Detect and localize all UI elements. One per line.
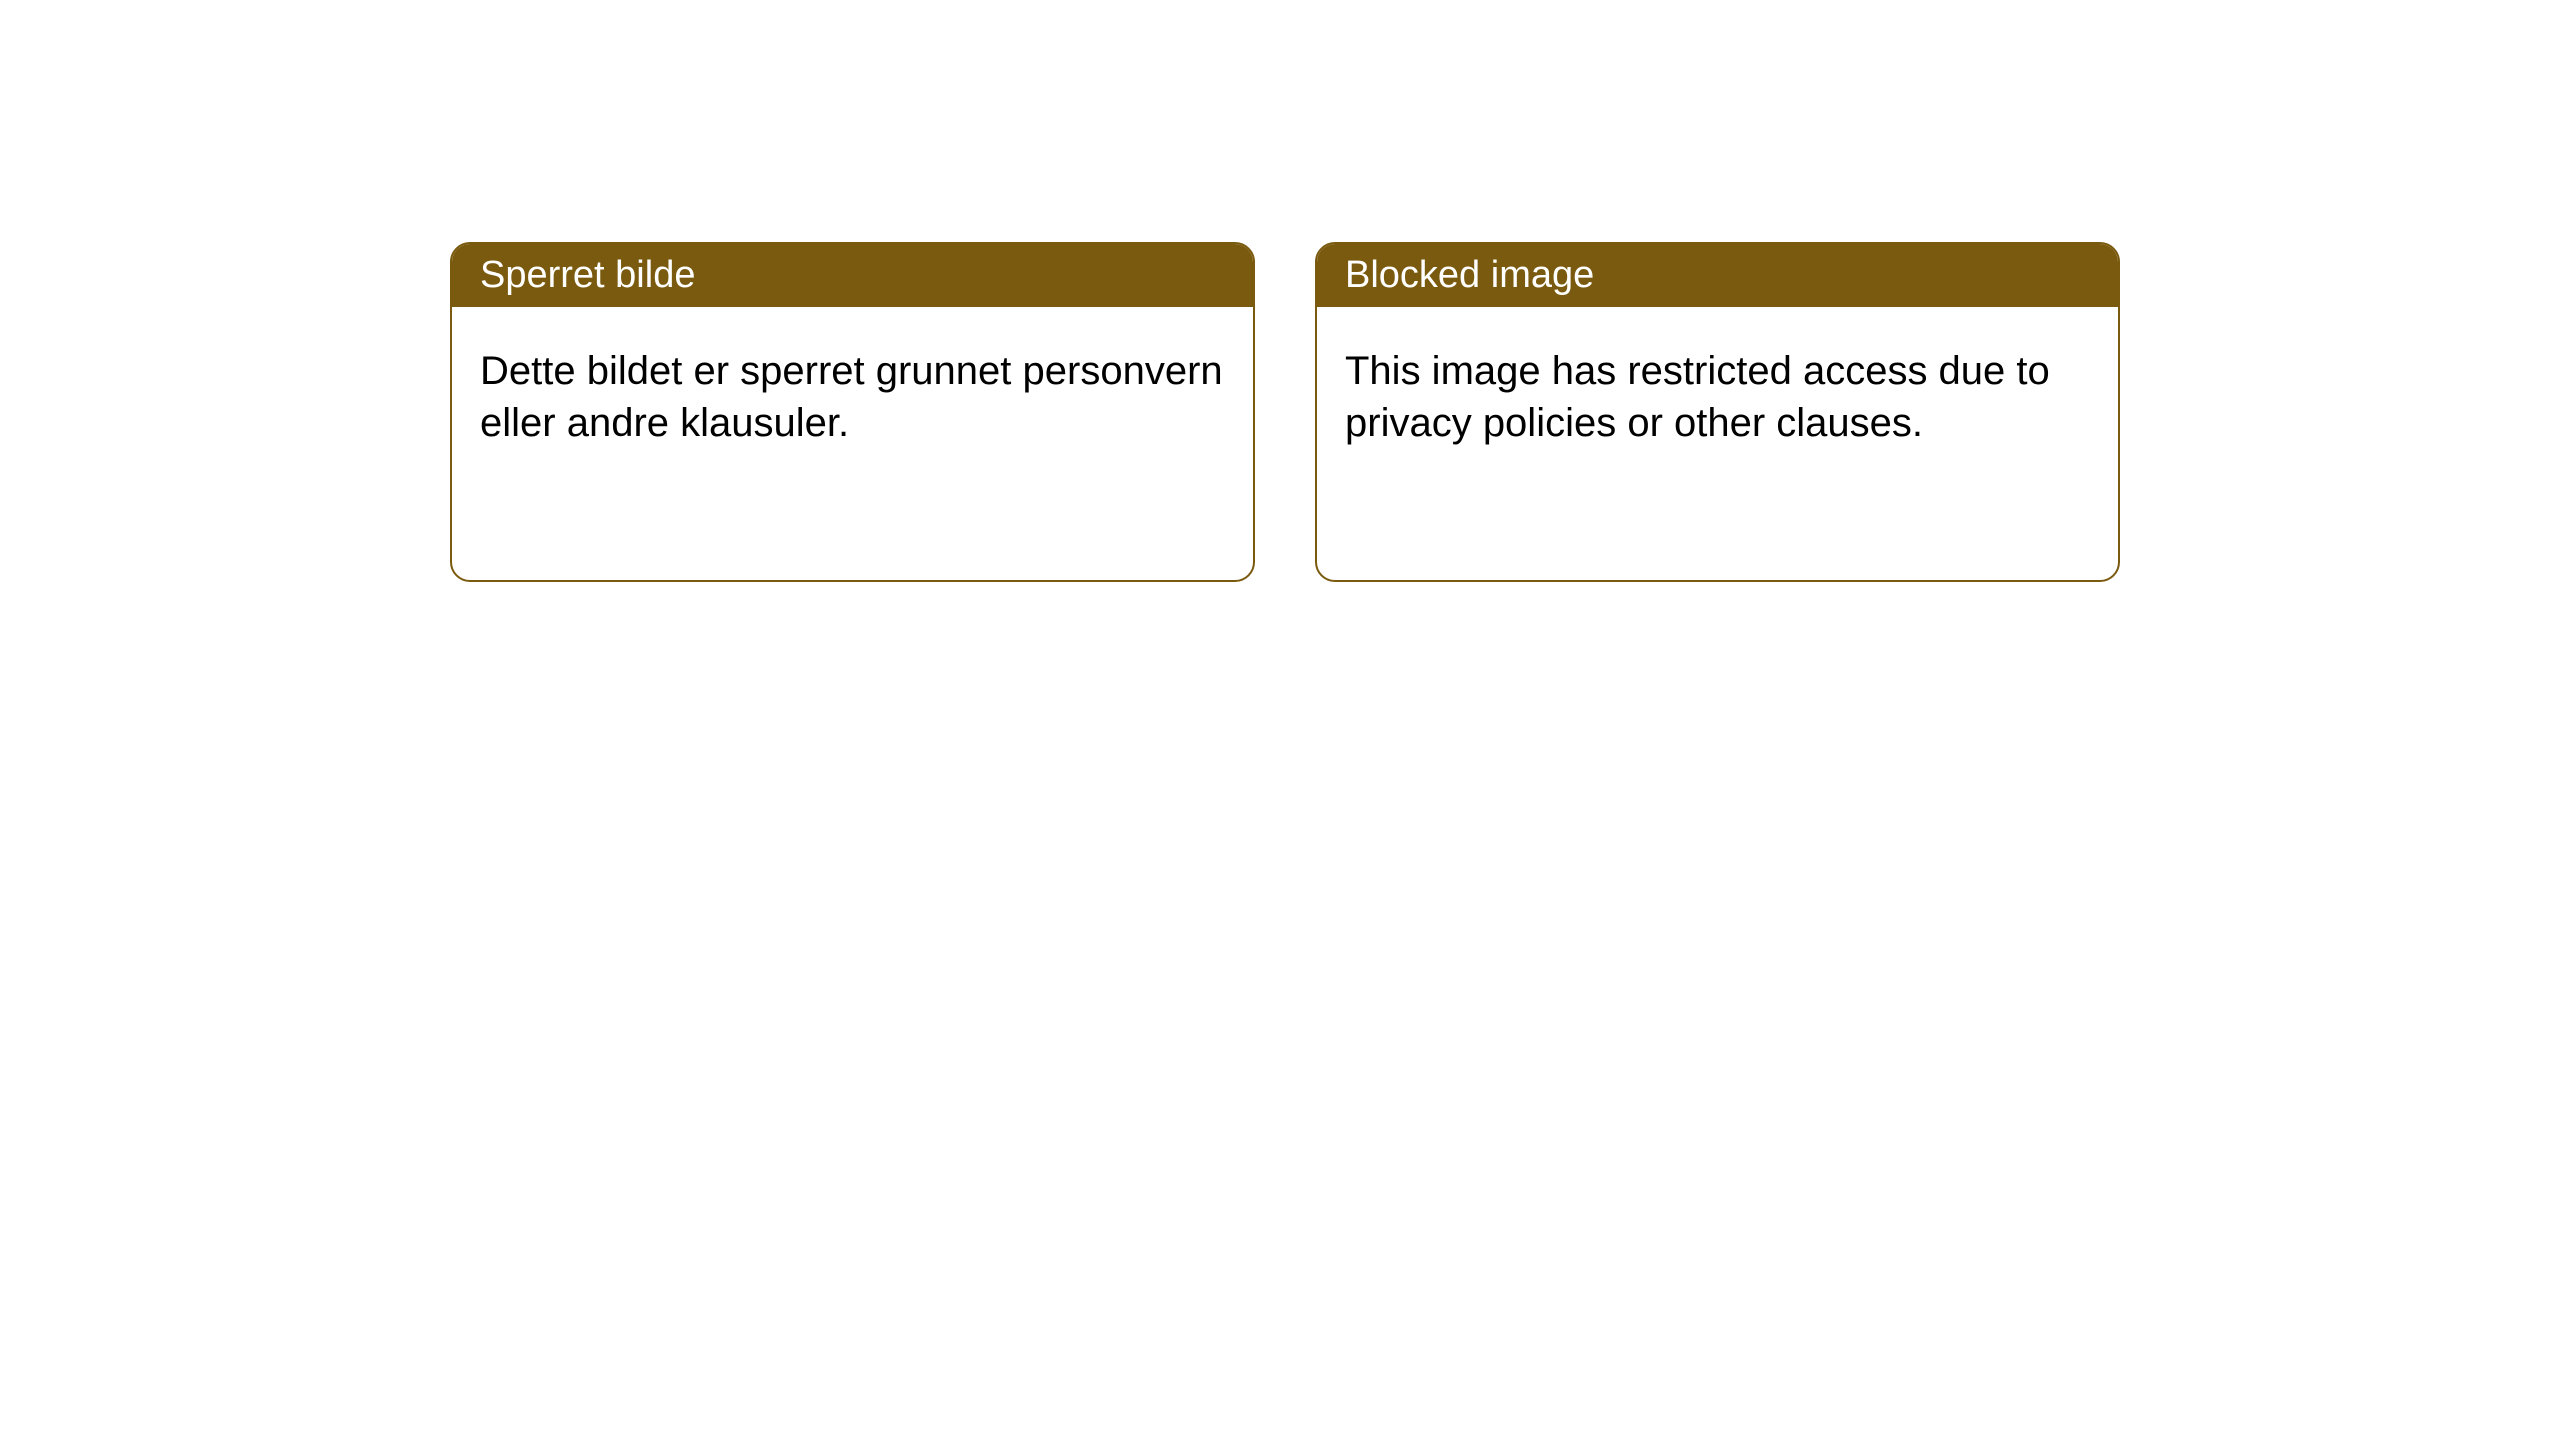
blocked-image-notice-container: Sperret bilde Dette bildet er sperret gr… [450, 242, 2120, 582]
card-title-no: Sperret bilde [480, 254, 695, 296]
blocked-image-card-en: Blocked image This image has restricted … [1315, 242, 2120, 582]
blocked-image-card-no: Sperret bilde Dette bildet er sperret gr… [450, 242, 1255, 582]
card-body-no: Dette bildet er sperret grunnet personve… [452, 307, 1253, 487]
card-text-no: Dette bildet er sperret grunnet personve… [480, 349, 1223, 445]
card-header-en: Blocked image [1317, 244, 2118, 307]
card-header-no: Sperret bilde [452, 244, 1253, 307]
card-text-en: This image has restricted access due to … [1345, 349, 2050, 445]
card-title-en: Blocked image [1345, 254, 1594, 296]
card-body-en: This image has restricted access due to … [1317, 307, 2118, 487]
